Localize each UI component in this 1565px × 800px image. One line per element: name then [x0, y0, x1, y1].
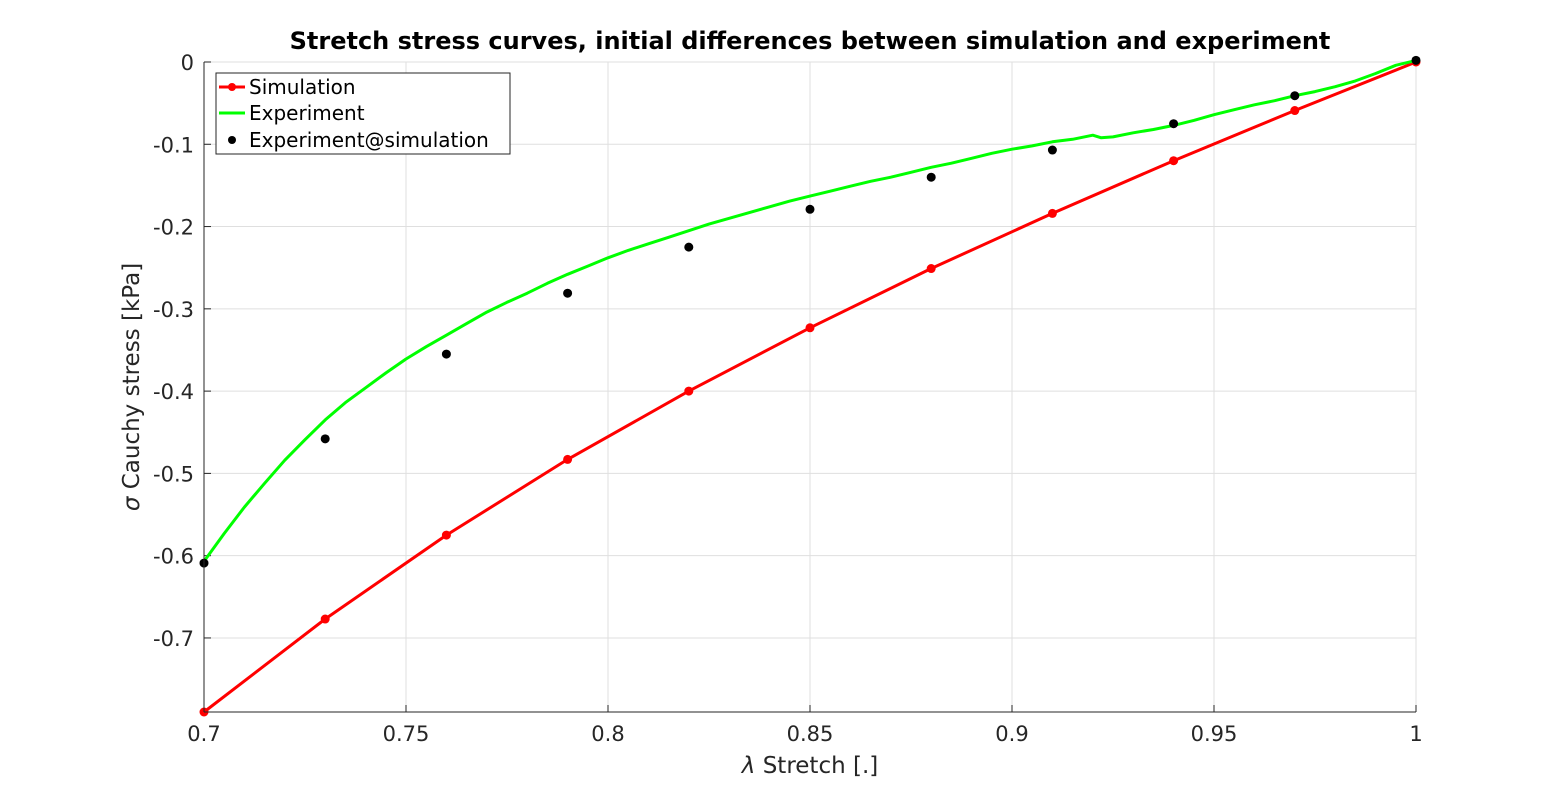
experiment-at-simulation-point [1411, 55, 1421, 65]
y-tick-label: -0.3 [153, 298, 194, 322]
x-tick-label: 0.9 [995, 722, 1028, 746]
x-tick-label: 0.8 [591, 722, 624, 746]
experiment-at-simulation-point [684, 242, 694, 252]
experiment-at-simulation-series [199, 55, 1421, 568]
y-axis-symbol: σ [119, 495, 145, 511]
x-axis-title: λ Stretch [.] [740, 753, 878, 779]
y-tick-label: 0 [181, 51, 194, 75]
x-tick-label: 0.95 [1191, 722, 1238, 746]
experiment-at-simulation-point [1047, 145, 1057, 155]
x-tick-label: 0.85 [787, 722, 834, 746]
experiment-at-simulation-point [563, 288, 573, 298]
experiment-at-simulation-point [441, 349, 451, 359]
chart-title: Stretch stress curves, initial differenc… [290, 27, 1331, 55]
x-axis-label: Stretch [.] [763, 753, 879, 779]
legend-simulation-label: Simulation [249, 75, 356, 99]
simulation-point [1169, 156, 1179, 166]
y-tick-label: -0.1 [153, 133, 194, 157]
y-tick-label: -0.6 [153, 545, 194, 569]
legend-box [215, 72, 511, 155]
grid-lines [203, 61, 1417, 712]
x-tick-label: 0.7 [187, 722, 220, 746]
simulation-point [563, 454, 573, 464]
legend-experiment-at-simulation-marker [228, 136, 236, 144]
y-tick-label: -0.2 [153, 216, 194, 240]
experiment-at-simulation-point [1290, 91, 1300, 101]
legend: Simulation Experiment Experiment@simulat… [215, 72, 511, 155]
y-tick-labels: 0 -0.1 -0.2 -0.3 -0.4 -0.5 -0.6 -0.7 [153, 51, 194, 651]
simulation-point [926, 264, 936, 274]
experiment-line [202, 58, 1417, 563]
simulation-series [199, 57, 1421, 717]
experiment-at-simulation-point [805, 204, 815, 214]
y-tick-label: -0.4 [153, 380, 194, 404]
experiment-series [202, 58, 1417, 563]
series-layer [199, 55, 1421, 717]
x-tick-label: 1 [1409, 722, 1422, 746]
experiment-at-simulation-point [1169, 119, 1179, 129]
simulation-point [1047, 208, 1057, 218]
simulation-point [441, 530, 451, 540]
y-tick-label: -0.5 [153, 462, 194, 486]
experiment-at-simulation-point [926, 172, 936, 182]
legend-experiment-at-simulation-label: Experiment@simulation [249, 128, 489, 152]
y-axis-title: σ Cauchy stress [kPa] [119, 263, 145, 511]
simulation-point [684, 386, 694, 396]
legend-simulation-marker [228, 83, 236, 91]
experiment-at-simulation-point [320, 434, 330, 444]
simulation-point [320, 614, 330, 624]
x-tick-labels: 0.7 0.75 0.8 0.85 0.9 0.95 1 [187, 722, 1422, 746]
simulation-point [1290, 106, 1300, 116]
simulation-point [805, 323, 815, 333]
x-axis-symbol: λ [740, 753, 756, 779]
y-axis-label: Cauchy stress [kPa] [119, 263, 145, 489]
y-tick-label: -0.7 [153, 627, 194, 651]
x-tick-label: 0.75 [383, 722, 430, 746]
legend-experiment-label: Experiment [249, 101, 365, 125]
